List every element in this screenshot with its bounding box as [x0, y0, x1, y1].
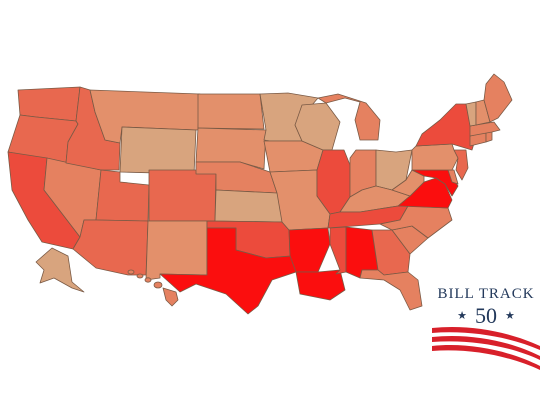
state-colorado[interactable] — [148, 169, 217, 222]
state-hawaii[interactable] — [127, 269, 179, 307]
state-massachusetts[interactable] — [469, 121, 501, 137]
star-icon: ★ — [505, 310, 515, 322]
state-pennsylvania[interactable] — [411, 143, 459, 171]
flag-stripes-icon — [432, 326, 540, 370]
state-texas[interactable] — [159, 227, 297, 315]
state-kansas[interactable] — [214, 189, 283, 223]
star-icon: ★ — [457, 310, 467, 322]
state-utah[interactable] — [95, 169, 150, 222]
logo-title: BILL TRACK — [437, 286, 535, 302]
state-south-dakota[interactable] — [195, 127, 267, 170]
state-rhode-island[interactable] — [485, 131, 493, 143]
state-north-carolina[interactable] — [379, 205, 453, 239]
state-wyoming[interactable] — [119, 126, 197, 175]
state-arizona[interactable] — [72, 219, 149, 276]
state-florida[interactable] — [359, 269, 423, 311]
state-new-jersey[interactable] — [453, 149, 469, 181]
state-north-dakota[interactable] — [197, 93, 265, 130]
bill-track-50-logo: BILL TRACK ★ 50 ★ — [430, 282, 542, 382]
state-arkansas[interactable] — [288, 227, 331, 273]
state-new-york[interactable] — [415, 103, 476, 151]
state-louisiana[interactable] — [295, 269, 346, 301]
state-alaska[interactable] — [35, 247, 85, 293]
state-maine[interactable] — [483, 73, 513, 123]
state-new-mexico[interactable] — [145, 220, 208, 281]
logo-number: 50 — [475, 303, 497, 328]
state-michigan[interactable] — [317, 93, 381, 141]
logo-number-row: ★ 50 ★ — [430, 303, 542, 328]
state-mississippi[interactable] — [329, 226, 347, 275]
